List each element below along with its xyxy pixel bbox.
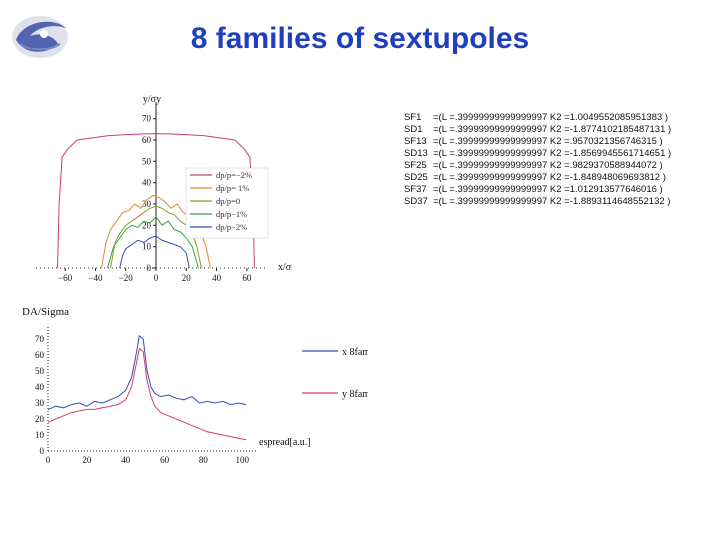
sextupole-value: =(L =.39999999999999997 K2 =-1.856994556… (433, 148, 672, 159)
x-tick-label: 20 (182, 273, 192, 283)
y-tick-label: 30 (142, 199, 152, 209)
page-title: 8 families of sextupoles (190, 22, 530, 55)
x-axis-label: x/σx (278, 262, 292, 273)
y-tick-label: 10 (35, 430, 45, 440)
y-tick-label: 20 (142, 220, 152, 230)
y-axis-label: y/σy (143, 94, 161, 105)
x-tick-label: 0 (154, 273, 159, 283)
y-tick-label: 70 (35, 334, 45, 344)
legend-label: y 8fam (342, 389, 368, 400)
da-vs-espread-chart: DA/Sigma 0 10 20 30 40 50 60 70 0 20 40 60 80 100 espre… (22, 306, 368, 465)
y-tick-label: 10 (142, 242, 152, 252)
sextupole-row: SF37 =(L =.39999999999999997 K2 =1.012913… (404, 184, 671, 196)
sextupole-value: =(L =.39999999999999997 K2 =-1.889311464… (433, 196, 671, 207)
x-tick-label: −60 (58, 273, 73, 283)
sextupole-value: =(L =.39999999999999997 K2 =.98293705889… (433, 160, 663, 171)
legend-box (185, 167, 269, 239)
y-tick-label: 40 (35, 382, 45, 392)
y-tick-label: 70 (142, 114, 152, 124)
y-tick-label: 20 (35, 414, 45, 424)
sextupole-name: SF13 (404, 136, 427, 147)
sextupole-value: =(L =.39999999999999997 K2 =1.0049552085… (433, 112, 668, 123)
institute-logo-icon (12, 16, 68, 58)
y-tick-label: 50 (142, 156, 152, 166)
x-axis-label: espread[a.u.] (259, 437, 311, 448)
y-tick-label: 50 (35, 366, 45, 376)
sextupole-row: SD25 =(L =.39999999999999997 K2 =-1.84894… (404, 172, 671, 184)
sextupole-value: =(L =.39999999999999997 K2 =-1.877410218… (433, 124, 672, 135)
sextupole-row: SD1 =(L =.39999999999999997 K2 =-1.877410… (404, 124, 671, 136)
series-line (47, 334, 247, 410)
x-tick-label: 80 (199, 455, 209, 465)
sextupole-name: SF37 (404, 184, 427, 195)
legend-label: x 8fam (342, 347, 368, 358)
x-tick-label: 60 (160, 455, 170, 465)
sextupole-row: SF1 =(L =.39999999999999997 K2 =1.0049552… (404, 112, 671, 124)
legend-label: dp/p= 1% (216, 183, 249, 193)
sextupole-name: SF1 (404, 112, 422, 123)
sextupole-name: SD13 (404, 148, 428, 159)
x-tick-label: 100 (236, 455, 250, 465)
sextupole-parameter-list: SF1 =(L =.39999999999999997 K2 =1.0049552… (404, 112, 671, 208)
x-tick-label: −40 (88, 273, 103, 283)
sextupole-name: SF25 (404, 160, 427, 171)
y-tick-label: 30 (35, 398, 45, 408)
sextupole-value: =(L =.39999999999999997 K2 =-1.848948069… (433, 172, 666, 183)
legend-label: dp/p=0 (216, 196, 240, 206)
series-line (119, 235, 190, 269)
sextupole-name: SD37 (404, 196, 428, 207)
x-tick-label: 40 (121, 455, 131, 465)
sextupole-row: SD13 =(L =.39999999999999997 K2 =-1.85699… (404, 148, 671, 160)
x-tick-label: 0 (46, 455, 51, 465)
sextupole-row: SD37 =(L =.39999999999999997 K2 =-1.88931… (404, 196, 671, 208)
x-tick-label: −20 (119, 273, 134, 283)
sextupole-value: =(L =.39999999999999997 K2 =.95703213567… (433, 136, 663, 147)
sextupole-row: SF13 =(L =.39999999999999997 K2 =.9570321… (404, 136, 671, 148)
series-line (107, 216, 199, 269)
chart-title: DA/Sigma (22, 306, 69, 318)
sextupole-name: SD25 (404, 172, 428, 183)
x-tick-label: 60 (242, 273, 252, 283)
sextupole-row: SF25 =(L =.39999999999999997 K2 =.9829370… (404, 160, 671, 172)
sextupole-value: =(L =.39999999999999997 K2 =1.0129135776… (433, 184, 663, 195)
series-line (57, 133, 255, 269)
x-tick-label: 40 (212, 273, 222, 283)
legend-label: dp/p−1% (216, 209, 247, 219)
legend-label: dp/p−2% (216, 222, 247, 232)
legend-label: dp/p=−2% (216, 170, 252, 180)
y-tick-label: 60 (142, 135, 152, 145)
series-line (47, 347, 247, 441)
dynamic-aperture-chart: 0 10 20 30 40 50 60 70 −60 −40 −20 0 20 40 60 y/σy x/σx d… (36, 94, 292, 283)
y-tick-label: 0 (40, 446, 45, 456)
x-tick-label: 20 (82, 455, 92, 465)
y-tick-label: 40 (142, 178, 152, 188)
sextupole-name: SD1 (404, 124, 423, 135)
y-tick-label: 60 (35, 350, 45, 360)
y-tick-label: 0 (147, 263, 152, 273)
